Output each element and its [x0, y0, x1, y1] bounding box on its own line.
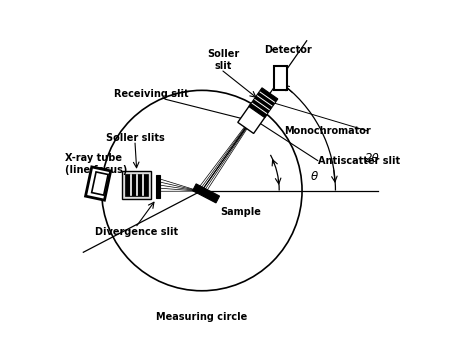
Text: θ: θ	[311, 170, 318, 183]
Text: Measuring circle: Measuring circle	[156, 312, 247, 322]
Polygon shape	[238, 104, 267, 133]
Polygon shape	[274, 66, 287, 90]
Text: Soller
slit: Soller slit	[207, 49, 239, 71]
Polygon shape	[156, 175, 160, 198]
Text: Receiving slit: Receiving slit	[114, 89, 188, 99]
Polygon shape	[122, 171, 151, 199]
Polygon shape	[91, 172, 108, 195]
Text: Sample: Sample	[220, 208, 261, 217]
Text: X-ray tube
(line focus): X-ray tube (line focus)	[65, 153, 127, 175]
Polygon shape	[249, 88, 278, 118]
Polygon shape	[85, 167, 110, 200]
Text: Soller slits: Soller slits	[106, 133, 164, 143]
Text: Detector: Detector	[264, 46, 311, 55]
Text: Monochromator: Monochromator	[284, 126, 371, 136]
Text: Antiscatter slit: Antiscatter slit	[318, 156, 400, 166]
Polygon shape	[125, 174, 148, 196]
Polygon shape	[192, 184, 219, 203]
Text: Divergence slit: Divergence slit	[95, 227, 178, 238]
Text: 2θ: 2θ	[365, 152, 380, 166]
